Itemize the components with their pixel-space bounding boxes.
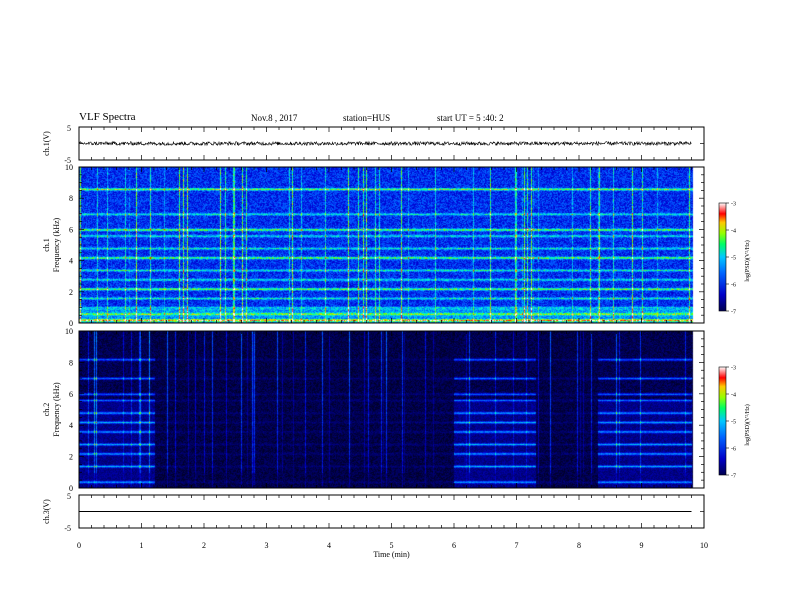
ch1-colorbar-tick-label: -3 — [731, 202, 736, 208]
ch1-colorbar-tick-label: -7 — [731, 310, 736, 316]
ch1s-ytick-label: 2 — [69, 288, 73, 297]
axes-frames — [78, 126, 729, 529]
ch1-colorbar-tick-label: -5 — [731, 256, 736, 262]
ch2s-ytick-label: 2 — [69, 453, 73, 462]
start-ut-label: start UT = 5 :40: 2 — [437, 113, 504, 123]
ch3w-ytick-label: -5 — [64, 524, 71, 533]
date-label: Nov.8 , 2017 — [251, 113, 298, 123]
ch1-colorbar-tick-label: -4 — [731, 229, 736, 235]
ch2s-ylabel: Frequency (kHz) — [52, 382, 61, 437]
x-tick-label: 8 — [577, 541, 581, 550]
ch2s-ytick-label: 10 — [65, 327, 73, 336]
ch3w-ylabel: ch.3(V) — [42, 499, 51, 524]
figure-title: VLF Spectra — [79, 111, 136, 123]
station-label: station=HUS — [343, 113, 391, 123]
ch2-spectrogram-image — [79, 331, 704, 488]
x-tick-label: 5 — [390, 541, 394, 550]
x-tick-label: 4 — [327, 541, 331, 550]
x-tick-label: 6 — [452, 541, 456, 550]
ch2s-ytick-label: 6 — [69, 390, 73, 399]
x-tick-label: 10 — [700, 541, 708, 550]
x-tick-label: 7 — [515, 541, 519, 550]
ch2s-channel-label: ch.2 — [42, 403, 51, 417]
ch1s-channel-label: ch.1 — [42, 238, 51, 252]
ch1s-ytick-label: 10 — [65, 163, 73, 172]
ch1-spectrogram-image — [79, 167, 704, 323]
ch1s-ylabel: Frequency (kHz) — [52, 217, 61, 272]
x-axis-label: Time (min) — [373, 550, 410, 559]
ch1-colorbar-label: log(PSD)(V²/Hz) — [744, 240, 751, 281]
ch2-colorbar-tick-label: -5 — [731, 420, 736, 426]
ch1w-ytick-label: 5 — [67, 124, 71, 133]
ch2s-ytick-label: 8 — [69, 358, 73, 367]
ch2-colorbar-label: log(PSD)(V²/Hz) — [744, 404, 751, 445]
ch1s-ytick-label: 0 — [69, 319, 73, 328]
ch1-colorbar — [718, 202, 727, 312]
x-tick-label: 2 — [202, 541, 206, 550]
spectrogram-images — [79, 167, 704, 488]
ch2s-ytick-label: 4 — [69, 421, 73, 430]
ch1w-ytick-label: -5 — [64, 156, 71, 165]
ch1-waveform-trace — [78, 140, 692, 147]
ch1s-ytick-label: 4 — [69, 257, 73, 266]
ch2-colorbar — [718, 366, 727, 476]
ch2s-ytick-label: 0 — [69, 484, 73, 493]
ch1w-ylabel: ch.1(V) — [42, 131, 51, 156]
waveform-traces — [78, 140, 692, 512]
x-tick-label: 1 — [140, 541, 144, 550]
x-tick-label: 9 — [640, 541, 644, 550]
ch2-colorbar-tick-label: -3 — [731, 366, 736, 372]
ch2-colorbar-tick-label: -4 — [731, 393, 736, 399]
x-tick-label: 3 — [265, 541, 269, 550]
ch1-colorbar-tick-label: -6 — [731, 283, 736, 289]
ch2-colorbar-tick-label: -7 — [731, 474, 736, 480]
x-tick-label: 0 — [77, 541, 81, 550]
ch1s-ytick-label: 6 — [69, 225, 73, 234]
ch1s-ytick-label: 8 — [69, 194, 73, 203]
ch2-colorbar-tick-label: -6 — [731, 447, 736, 453]
ch3w-ytick-label: 5 — [67, 492, 71, 501]
